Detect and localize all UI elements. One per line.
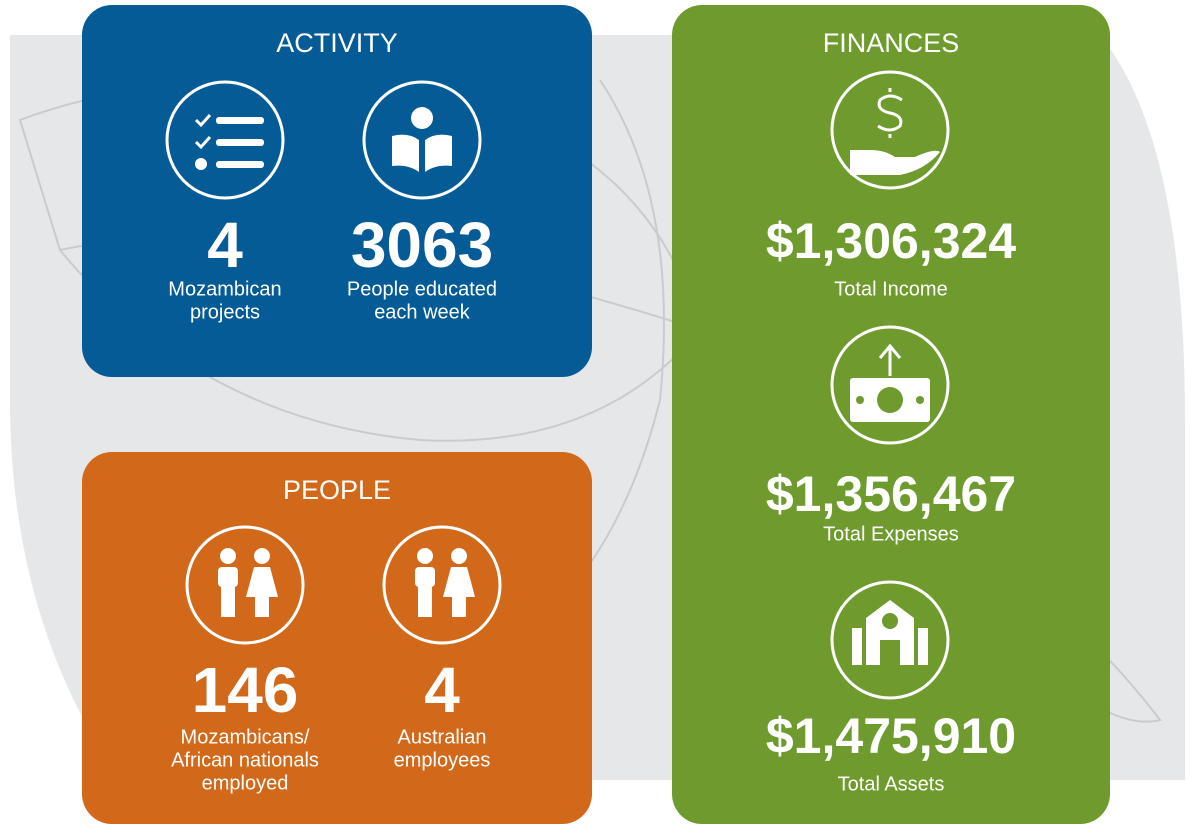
people-panel [82, 452, 592, 824]
activity-panel [82, 5, 592, 377]
stat-label: employees [394, 749, 491, 771]
stat-label: People educated [347, 278, 497, 300]
stat-label: Total Assets [838, 773, 945, 795]
stat-value: 4 [207, 209, 243, 281]
expenses-icon [830, 325, 950, 445]
stat-label: African nationals [171, 749, 319, 771]
stat-label: employed [202, 772, 289, 794]
stat-value: 4 [424, 654, 460, 726]
stat-value: 146 [192, 654, 299, 726]
stat-label: Total Income [834, 278, 947, 300]
stat-label: Mozambicans/ [181, 726, 310, 748]
stat-label: each week [374, 301, 471, 323]
panel-title: ACTIVITY [276, 28, 398, 58]
reader-icon [362, 80, 482, 200]
panel-title: PEOPLE [283, 475, 391, 505]
people-icon [185, 525, 305, 645]
stat-label: Australian [398, 726, 487, 748]
stat-value: $1,306,324 [766, 213, 1016, 269]
stat-label: projects [190, 301, 260, 323]
people-icon [382, 525, 502, 645]
income-icon [830, 70, 950, 190]
stat-label: Total Expenses [823, 523, 959, 545]
assets-icon [830, 580, 950, 700]
panel-title: FINANCES [823, 28, 960, 58]
checklist-icon [165, 80, 285, 200]
stat-value: $1,475,910 [766, 708, 1016, 764]
stat-value: 3063 [351, 209, 493, 281]
stat-value: $1,356,467 [766, 466, 1016, 522]
stat-label: Mozambican [168, 278, 281, 300]
